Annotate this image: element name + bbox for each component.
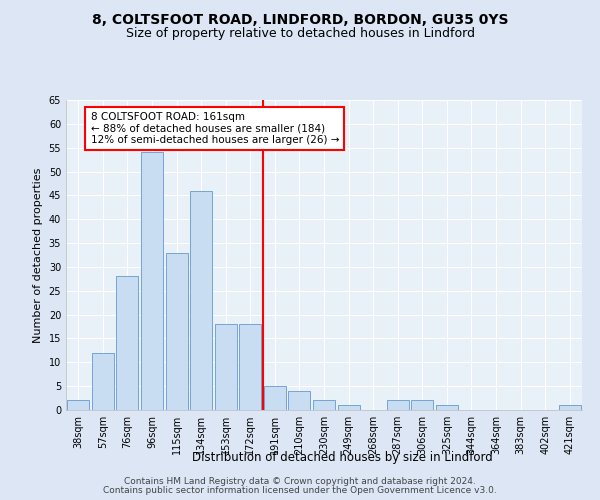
Y-axis label: Number of detached properties: Number of detached properties [33, 168, 43, 342]
Bar [411, 400, 433, 410]
Bar [338, 405, 359, 410]
Text: Contains public sector information licensed under the Open Government Licence v3: Contains public sector information licen… [103, 486, 497, 495]
Bar [239, 324, 262, 410]
Bar [386, 400, 409, 410]
Text: Size of property relative to detached houses in Lindford: Size of property relative to detached ho… [125, 28, 475, 40]
Text: Distribution of detached houses by size in Lindford: Distribution of detached houses by size … [191, 451, 493, 464]
Bar [436, 405, 458, 410]
Bar [116, 276, 139, 410]
Bar [559, 405, 581, 410]
Text: 8, COLTSFOOT ROAD, LINDFORD, BORDON, GU35 0YS: 8, COLTSFOOT ROAD, LINDFORD, BORDON, GU3… [92, 12, 508, 26]
Bar [215, 324, 237, 410]
Bar [190, 190, 212, 410]
Bar [92, 353, 114, 410]
Bar [141, 152, 163, 410]
Bar [264, 386, 286, 410]
Bar [313, 400, 335, 410]
Bar [166, 252, 188, 410]
Text: Contains HM Land Registry data © Crown copyright and database right 2024.: Contains HM Land Registry data © Crown c… [124, 477, 476, 486]
Bar [289, 391, 310, 410]
Text: 8 COLTSFOOT ROAD: 161sqm
← 88% of detached houses are smaller (184)
12% of semi-: 8 COLTSFOOT ROAD: 161sqm ← 88% of detach… [91, 112, 339, 145]
Bar [67, 400, 89, 410]
